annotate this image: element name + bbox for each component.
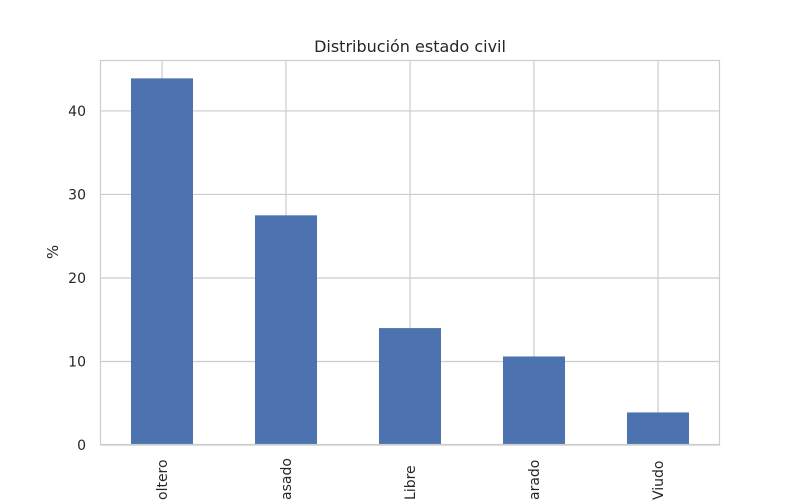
x-tick-label: arado (527, 460, 543, 500)
x-tick-label: asado (279, 458, 295, 500)
bar-casado (255, 215, 317, 445)
y-tick-label: 0 (77, 438, 86, 454)
x-tick-label: oltero (155, 459, 171, 500)
x-tick-label: Viudo (651, 461, 667, 500)
x-tick-label: Libre (403, 465, 419, 500)
bars (131, 78, 689, 445)
y-tick-label: 30 (68, 187, 86, 203)
bar-libre (379, 328, 441, 445)
x-tick-labels: oltero asado Libre arado Viudo (155, 458, 667, 500)
y-tick-label: 40 (68, 104, 86, 120)
bar-separado (503, 356, 565, 445)
bar-viudo (627, 412, 689, 445)
plot-frame (99, 59, 721, 446)
bar-soltero (131, 78, 193, 445)
y-tick-labels: 0 10 20 30 40 (68, 104, 86, 454)
y-tick-label: 20 (68, 271, 86, 287)
chart-title: Distribución estado civil (314, 37, 506, 56)
y-axis-label: % (44, 245, 62, 259)
y-tick-label: 10 (68, 354, 86, 370)
